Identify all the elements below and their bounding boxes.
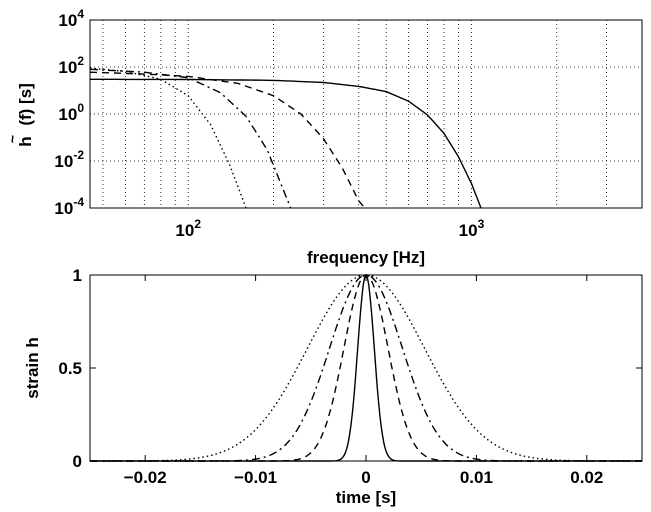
frequency-x-tick-label: 102 bbox=[175, 217, 201, 240]
frequency-y-label-symbol: h bbox=[16, 136, 35, 146]
time-plot-frame bbox=[89, 274, 643, 462]
frequency-y-tick-label: 102 bbox=[58, 54, 84, 77]
time-x-tick-label: 0.02 bbox=[570, 468, 603, 487]
frequency-y-tick-label: 10-4 bbox=[54, 195, 84, 218]
time-x-tick-label: 0 bbox=[361, 468, 370, 487]
frequency-y-label-rest: (f) [s] bbox=[16, 83, 35, 125]
time-x-tick-label: −0.02 bbox=[124, 468, 167, 487]
time-y-ticks: 00.51 bbox=[58, 266, 642, 471]
frequency-series-group bbox=[89, 67, 482, 209]
frequency-y-ticks: 10-4 10-2 100 102 104 bbox=[54, 7, 84, 218]
tilde-mark: ~ bbox=[4, 135, 20, 143]
time-y-tick-label: 0 bbox=[73, 452, 82, 471]
time-x-tick-label: −0.01 bbox=[234, 468, 277, 487]
frequency-y-tick-label: 10-2 bbox=[54, 148, 84, 171]
frequency-x-axis-label: frequency [Hz] bbox=[307, 248, 425, 267]
time-y-tick-label: 0.5 bbox=[58, 359, 82, 378]
time-x-tick-label: 0.01 bbox=[460, 468, 493, 487]
time-x-axis-label: time [s] bbox=[336, 488, 396, 507]
svg-text:h (f) [s]: h (f) [s] bbox=[16, 83, 35, 147]
frequency-y-tick-label: 100 bbox=[58, 101, 84, 124]
time-x-ticks: −0.02 −0.01 0 0.01 0.02 bbox=[124, 275, 603, 487]
frequency-series-dashdot bbox=[89, 68, 292, 209]
frequency-x-ticks: 102 103 bbox=[175, 217, 484, 240]
frequency-x-tick-label: 103 bbox=[459, 217, 485, 240]
time-y-tick-label: 1 bbox=[73, 266, 82, 285]
frequency-series-solid bbox=[90, 78, 482, 209]
time-y-axis-label: strain h bbox=[23, 337, 42, 398]
frequency-y-tick-label: 104 bbox=[58, 7, 84, 30]
frequency-y-axis-label: h (f) [s] ~ bbox=[4, 83, 35, 147]
time-panel: −0.02 −0.01 0 0.01 0.02 00.51 time [s] strai… bbox=[23, 266, 643, 507]
frequency-series-dotted bbox=[89, 67, 247, 209]
frequency-grid bbox=[90, 19, 643, 209]
